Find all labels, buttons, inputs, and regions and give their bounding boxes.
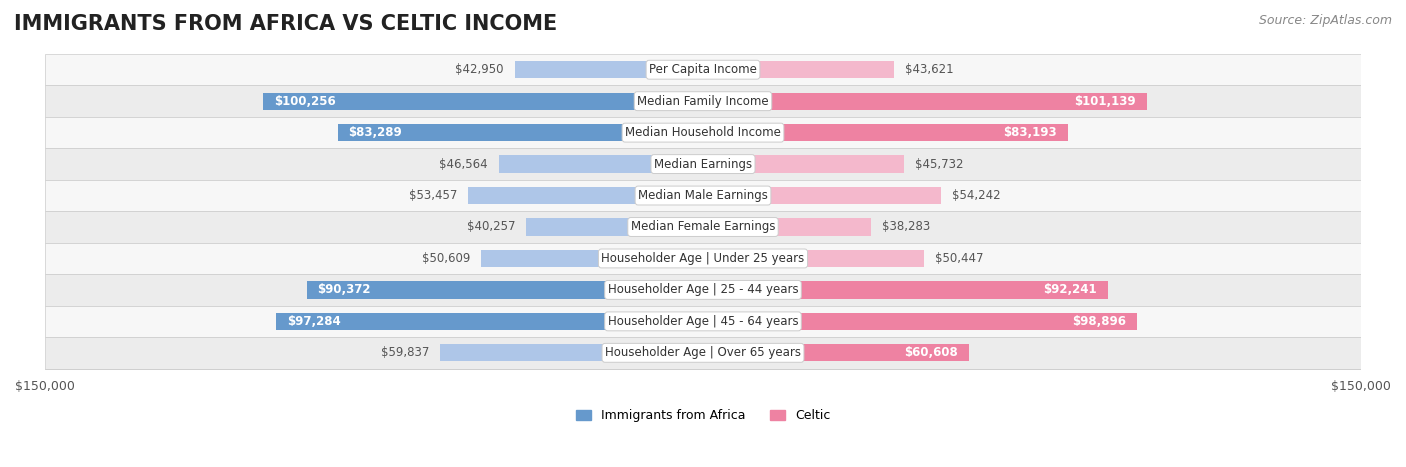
FancyBboxPatch shape <box>45 337 1361 368</box>
Bar <box>703 187 941 204</box>
Bar <box>276 313 703 330</box>
Text: $100,256: $100,256 <box>274 95 336 108</box>
Bar <box>703 61 894 78</box>
Text: $98,896: $98,896 <box>1071 315 1126 328</box>
Bar <box>468 187 703 204</box>
FancyBboxPatch shape <box>45 180 1361 211</box>
FancyBboxPatch shape <box>45 117 1361 149</box>
Text: Source: ZipAtlas.com: Source: ZipAtlas.com <box>1258 14 1392 27</box>
Text: $38,283: $38,283 <box>882 220 931 234</box>
FancyBboxPatch shape <box>45 149 1361 180</box>
Text: $92,241: $92,241 <box>1043 283 1097 297</box>
Bar <box>337 124 703 142</box>
Legend: Immigrants from Africa, Celtic: Immigrants from Africa, Celtic <box>571 404 835 427</box>
Text: Median Household Income: Median Household Income <box>626 126 780 139</box>
Text: $53,457: $53,457 <box>409 189 457 202</box>
Text: Householder Age | 45 - 64 years: Householder Age | 45 - 64 years <box>607 315 799 328</box>
Text: $90,372: $90,372 <box>318 283 371 297</box>
Text: Median Family Income: Median Family Income <box>637 95 769 108</box>
Bar <box>703 344 969 361</box>
FancyBboxPatch shape <box>45 54 1361 85</box>
Text: $45,732: $45,732 <box>914 157 963 170</box>
Bar <box>703 250 924 267</box>
Text: Median Male Earnings: Median Male Earnings <box>638 189 768 202</box>
Bar <box>499 156 703 173</box>
Bar <box>526 219 703 236</box>
Bar <box>440 344 703 361</box>
Bar <box>703 313 1137 330</box>
Text: Median Female Earnings: Median Female Earnings <box>631 220 775 234</box>
Bar <box>703 156 904 173</box>
Text: Median Earnings: Median Earnings <box>654 157 752 170</box>
FancyBboxPatch shape <box>45 85 1361 117</box>
Text: $54,242: $54,242 <box>952 189 1001 202</box>
Text: $40,257: $40,257 <box>467 220 516 234</box>
FancyBboxPatch shape <box>45 274 1361 305</box>
Bar <box>307 281 703 298</box>
Text: $83,193: $83,193 <box>1004 126 1057 139</box>
Bar <box>703 219 870 236</box>
Text: Householder Age | Under 25 years: Householder Age | Under 25 years <box>602 252 804 265</box>
Text: $101,139: $101,139 <box>1074 95 1136 108</box>
FancyBboxPatch shape <box>45 305 1361 337</box>
Text: $46,564: $46,564 <box>439 157 488 170</box>
Text: $42,950: $42,950 <box>456 63 503 76</box>
Text: Per Capita Income: Per Capita Income <box>650 63 756 76</box>
Text: Householder Age | Over 65 years: Householder Age | Over 65 years <box>605 347 801 359</box>
Text: $59,837: $59,837 <box>381 347 429 359</box>
Text: $83,289: $83,289 <box>349 126 402 139</box>
Bar <box>515 61 703 78</box>
FancyBboxPatch shape <box>45 243 1361 274</box>
Bar <box>703 124 1069 142</box>
Bar <box>263 92 703 110</box>
Bar <box>481 250 703 267</box>
Text: $60,608: $60,608 <box>904 347 957 359</box>
Text: $50,447: $50,447 <box>935 252 984 265</box>
Text: Householder Age | 25 - 44 years: Householder Age | 25 - 44 years <box>607 283 799 297</box>
Bar <box>703 281 1108 298</box>
Text: $50,609: $50,609 <box>422 252 470 265</box>
Text: $43,621: $43,621 <box>905 63 953 76</box>
FancyBboxPatch shape <box>45 211 1361 243</box>
Bar <box>703 92 1147 110</box>
Text: IMMIGRANTS FROM AFRICA VS CELTIC INCOME: IMMIGRANTS FROM AFRICA VS CELTIC INCOME <box>14 14 557 34</box>
Text: $97,284: $97,284 <box>287 315 340 328</box>
